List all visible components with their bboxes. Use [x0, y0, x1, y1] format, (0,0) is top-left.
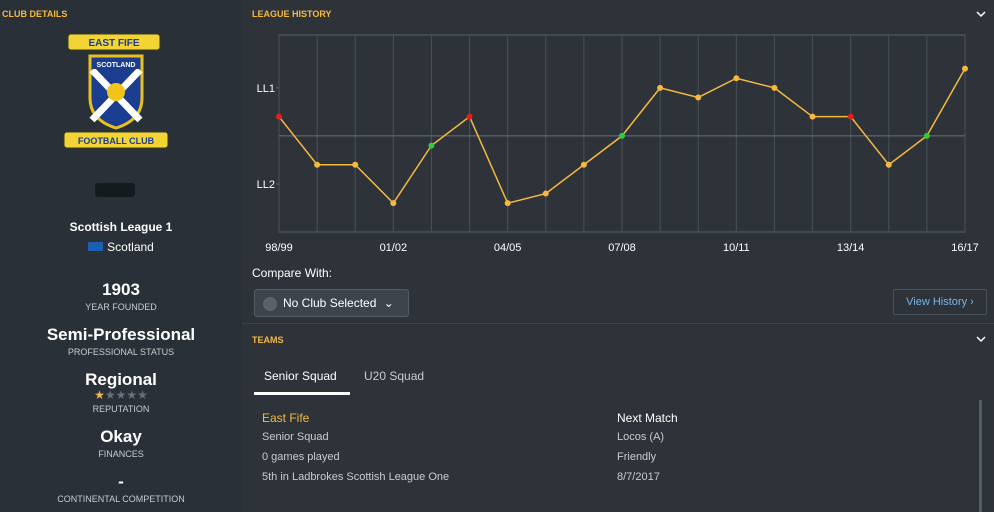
team-detail: Senior Squad [262, 431, 329, 443]
star: ★ [115, 388, 127, 402]
point [542, 190, 549, 197]
logo-text: SCOTLAND [97, 62, 136, 69]
collapse-icon[interactable] [975, 333, 987, 345]
point [466, 113, 473, 120]
next-match-detail: 8/7/2017 [617, 471, 660, 483]
panel-title: CLUB DETAILS [2, 9, 68, 19]
next-match-title: Next Match [617, 411, 678, 425]
point [619, 132, 625, 139]
nation-name: Scotland [107, 240, 154, 254]
year-founded-label: YEAR FOUNDED [85, 302, 157, 312]
x-tick-label: 98/99 [265, 242, 293, 254]
reputation-label: REPUTATION [92, 404, 150, 414]
scrollbar[interactable] [979, 400, 982, 512]
section-title: LEAGUE HISTORY [252, 9, 332, 19]
point [276, 113, 282, 120]
nation: Scotland [0, 240, 242, 254]
star: ★ [94, 388, 105, 402]
y-tick-label: LL2 [257, 179, 275, 191]
point [962, 65, 968, 72]
point [504, 200, 511, 207]
year-founded: 1903 [102, 280, 140, 299]
point [885, 161, 892, 168]
star: ★ [137, 388, 148, 402]
point [733, 75, 740, 82]
flag [88, 242, 104, 251]
point [580, 161, 587, 168]
view-history-text: View History [906, 296, 968, 308]
x-tick-label: 10/11 [723, 242, 750, 254]
point [809, 113, 816, 120]
collapse-icon[interactable] [975, 8, 987, 20]
x-tick-label: 13/14 [837, 242, 865, 254]
x-tick-label: 01/02 [380, 242, 408, 254]
x-tick-label: 07/08 [608, 242, 636, 254]
point [657, 84, 664, 91]
continental: - [118, 472, 124, 491]
point [695, 94, 702, 101]
point [314, 161, 321, 168]
league-name: Scottish League 1 [69, 220, 173, 234]
tab-active[interactable]: Senior Squad [264, 369, 337, 383]
status: Semi-Professional [46, 325, 196, 344]
league-badge [95, 183, 135, 197]
compare-select-text: No Club Selected [283, 296, 377, 310]
x-tick-label: 16/17 [951, 242, 979, 254]
point [428, 142, 435, 149]
x-tick-label: 04/05 [494, 242, 522, 254]
club-logo: EAST FIFE SCOTLAND FOOTBALL CLUB [63, 33, 169, 149]
finances-label: FINANCES [98, 449, 144, 459]
point [390, 200, 397, 207]
reputation: Regional [85, 370, 157, 389]
next-match-detail: Friendly [617, 451, 657, 463]
point [923, 132, 930, 139]
star: ★ [126, 388, 138, 402]
continental-label: CONTINENTAL COMPETITION [57, 494, 185, 504]
y-tick-label: LL1 [257, 83, 275, 95]
compare-label: Compare With: [252, 266, 333, 280]
league-chart: 98/99 01/02 04/05 07/08 10/11 13/14 16/17 LL1 LL… [257, 34, 979, 254]
team-detail: 0 games played [262, 451, 340, 463]
status-label: PROFESSIONAL STATUS [67, 347, 175, 357]
club-panel: CLUB DETAILS EAST FIFE SCOTLAND FOOTBALL… [0, 0, 242, 512]
compare-select[interactable]: No Club Selected ⌄ [254, 289, 409, 317]
point [847, 113, 854, 120]
section-title: TEAMS [252, 335, 284, 345]
reputation-stars: ★★★★★ [0, 389, 242, 401]
next-match-detail: Locos (A) [617, 431, 665, 443]
team-detail: 5th in Ladbrokes Scottish League One [262, 471, 450, 483]
finances: Okay [100, 427, 142, 446]
club-link[interactable]: East Fife [262, 411, 310, 425]
point [352, 161, 359, 168]
tab[interactable]: U20 Squad [364, 369, 425, 383]
point [771, 84, 778, 91]
logo-text: FOOTBALL CLUB [78, 136, 155, 146]
star: ★ [104, 388, 116, 402]
logo-text: EAST FIFE [88, 38, 139, 49]
view-history-button[interactable]: View History › [893, 289, 987, 315]
